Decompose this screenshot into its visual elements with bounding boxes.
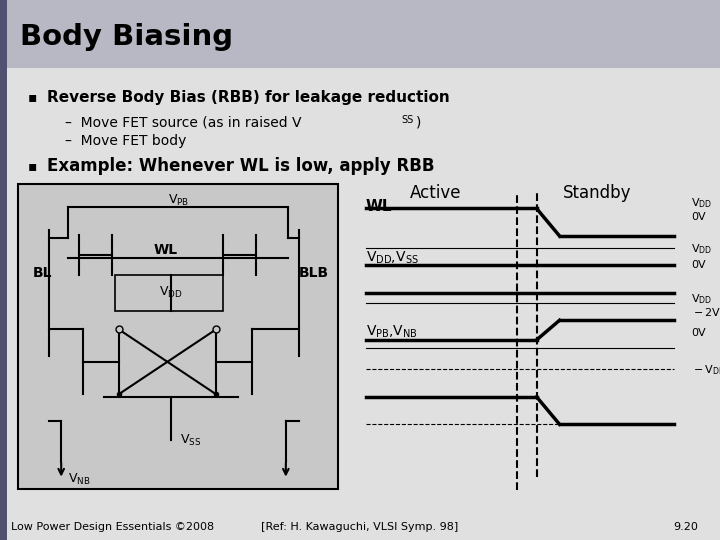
- Text: ▪: ▪: [27, 159, 37, 173]
- Text: Low Power Design Essentials ©2008: Low Power Design Essentials ©2008: [11, 522, 214, 531]
- Text: $\rm V_{DD}$: $\rm V_{DD}$: [691, 242, 712, 256]
- Bar: [0, 0, 7, 540]
- Text: SS: SS: [402, 115, 414, 125]
- Text: –  Move FET body: – Move FET body: [65, 134, 186, 149]
- Text: [Ref: H. Kawaguchi, VLSI Symp. 98]: [Ref: H. Kawaguchi, VLSI Symp. 98]: [261, 522, 459, 531]
- Text: –  Move FET source (as in raised V: – Move FET source (as in raised V: [65, 116, 301, 130]
- Bar: [0, 0, 720, 68]
- Bar: [0, 68, 720, 540]
- Text: $\rm V_{PB}$,$\rm V_{NB}$: $\rm V_{PB}$,$\rm V_{NB}$: [366, 324, 418, 340]
- Text: $\rm V_{DD}$: $\rm V_{DD}$: [691, 292, 712, 306]
- Text: Body Biasing: Body Biasing: [20, 23, 233, 51]
- Text: WL: WL: [153, 243, 178, 257]
- Text: Active: Active: [410, 184, 462, 202]
- Text: 0V: 0V: [691, 212, 706, 222]
- Bar: [115, 275, 223, 310]
- Text: $\rm V_{PB}$: $\rm V_{PB}$: [168, 193, 189, 208]
- Text: WL: WL: [366, 199, 392, 214]
- Text: BLB: BLB: [299, 266, 329, 280]
- Text: $\rm V_{NB}$: $\rm V_{NB}$: [68, 472, 91, 487]
- Text: $\rm V_{SS}$: $\rm V_{SS}$: [180, 433, 202, 448]
- Text: Standby: Standby: [563, 184, 632, 202]
- Text: BL: BL: [32, 266, 52, 280]
- Text: $\rm -V_{DD}$: $\rm -V_{DD}$: [691, 363, 720, 377]
- Text: $\rm V_{DD}$,$\rm V_{SS}$: $\rm V_{DD}$,$\rm V_{SS}$: [366, 249, 418, 266]
- Text: ▪: ▪: [27, 90, 37, 104]
- Text: ): ): [415, 116, 420, 130]
- Text: Reverse Body Bias (RBB) for leakage reduction: Reverse Body Bias (RBB) for leakage redu…: [47, 90, 449, 105]
- Text: Example: Whenever WL is low, apply RBB: Example: Whenever WL is low, apply RBB: [47, 157, 434, 176]
- Bar: [18, 184, 338, 489]
- Text: $\rm V_{DD}$: $\rm V_{DD}$: [691, 196, 712, 210]
- Text: $\rm -2V_{DD}$: $\rm -2V_{DD}$: [691, 306, 720, 320]
- Text: 9.20: 9.20: [673, 522, 698, 531]
- Text: 0V: 0V: [691, 260, 706, 269]
- Text: $\rm V_{DD}$: $\rm V_{DD}$: [159, 285, 182, 300]
- Text: 0V: 0V: [691, 328, 706, 338]
